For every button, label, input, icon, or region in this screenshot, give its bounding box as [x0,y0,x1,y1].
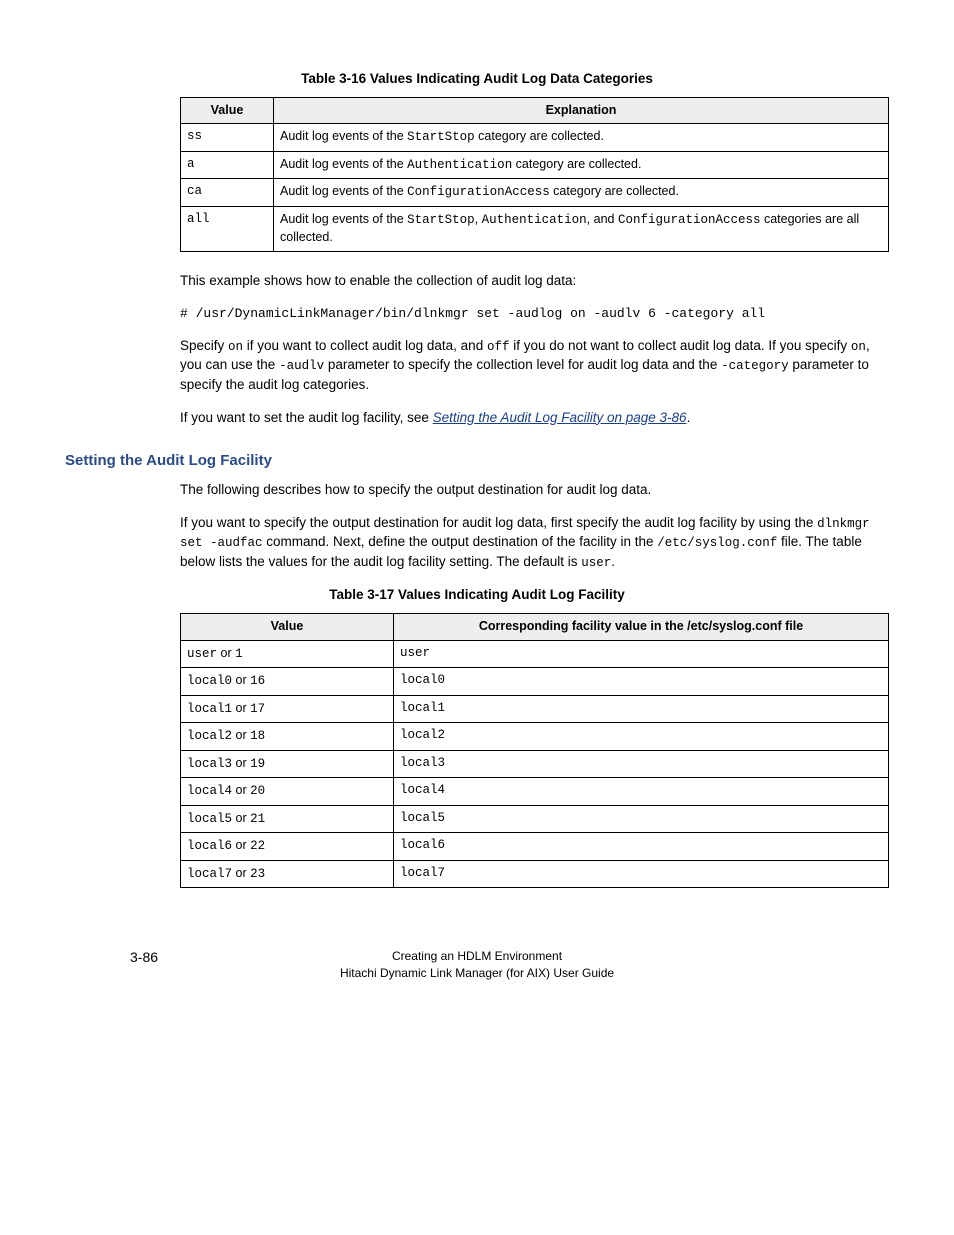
cell-value: local5 or 21 [181,805,394,833]
table-row: local4 or 20local4 [181,778,889,806]
table-row: ss Audit log events of the StartStop cat… [181,124,889,152]
cell-facility: local6 [394,833,889,861]
table16: Value Explanation ss Audit log events of… [180,97,889,252]
page-number: 3-86 [130,948,158,968]
footer-line1: Creating an HDLM Environment [65,948,889,965]
table16-header-value: Value [181,97,274,124]
example-intro: This example shows how to enable the col… [180,272,884,291]
facility-detail: If you want to specify the output destin… [180,514,884,573]
cell-explanation: Audit log events of the StartStop catego… [274,124,889,152]
table17-header-value: Value [181,614,394,641]
cell-facility: local7 [394,860,889,888]
page-footer: 3-86 Creating an HDLM Environment Hitach… [65,948,889,982]
cell-facility: local0 [394,668,889,696]
table-row: local3 or 19local3 [181,750,889,778]
cell-facility: local4 [394,778,889,806]
cell-value: all [181,206,274,251]
cell-value: local0 or 16 [181,668,394,696]
table17-header-facility: Corresponding facility value in the /etc… [394,614,889,641]
cell-value: local7 or 23 [181,860,394,888]
cell-value: ca [181,179,274,207]
cell-value: local3 or 19 [181,750,394,778]
see-also-paragraph: If you want to set the audit log facilit… [180,409,884,428]
cell-explanation: Audit log events of the Authentication c… [274,151,889,179]
facility-intro: The following describes how to specify t… [180,481,884,500]
section-heading: Setting the Audit Log Facility [65,450,889,471]
specify-paragraph: Specify on if you want to collect audit … [180,337,884,395]
cell-explanation: Audit log events of the ConfigurationAcc… [274,179,889,207]
cell-facility: local1 [394,695,889,723]
command-example: # /usr/DynamicLinkManager/bin/dlnkmgr se… [180,305,884,323]
cell-value: local4 or 20 [181,778,394,806]
table-row: all Audit log events of the StartStop, A… [181,206,889,251]
cell-value: a [181,151,274,179]
table-row: a Audit log events of the Authentication… [181,151,889,179]
table-row: local2 or 18local2 [181,723,889,751]
footer-line2: Hitachi Dynamic Link Manager (for AIX) U… [65,965,889,982]
table17: Value Corresponding facility value in th… [180,613,889,888]
table16-header-explanation: Explanation [274,97,889,124]
cell-value: ss [181,124,274,152]
table-row: local7 or 23local7 [181,860,889,888]
table-row: ca Audit log events of the Configuration… [181,179,889,207]
cell-facility: local3 [394,750,889,778]
cell-value: local2 or 18 [181,723,394,751]
table16-caption: Table 3-16 Values Indicating Audit Log D… [65,70,889,89]
table-row: local1 or 17local1 [181,695,889,723]
table-row: local5 or 21local5 [181,805,889,833]
cell-facility: local5 [394,805,889,833]
cell-facility: local2 [394,723,889,751]
cell-value: user or 1 [181,640,394,668]
table-row: user or 1user [181,640,889,668]
cell-value: local6 or 22 [181,833,394,861]
table17-caption: Table 3-17 Values Indicating Audit Log F… [65,586,889,605]
audit-log-facility-link[interactable]: Setting the Audit Log Facility on page 3… [433,410,687,425]
table-row: local0 or 16local0 [181,668,889,696]
cell-facility: user [394,640,889,668]
cell-explanation: Audit log events of the StartStop, Authe… [274,206,889,251]
table-row: local6 or 22local6 [181,833,889,861]
cell-value: local1 or 17 [181,695,394,723]
